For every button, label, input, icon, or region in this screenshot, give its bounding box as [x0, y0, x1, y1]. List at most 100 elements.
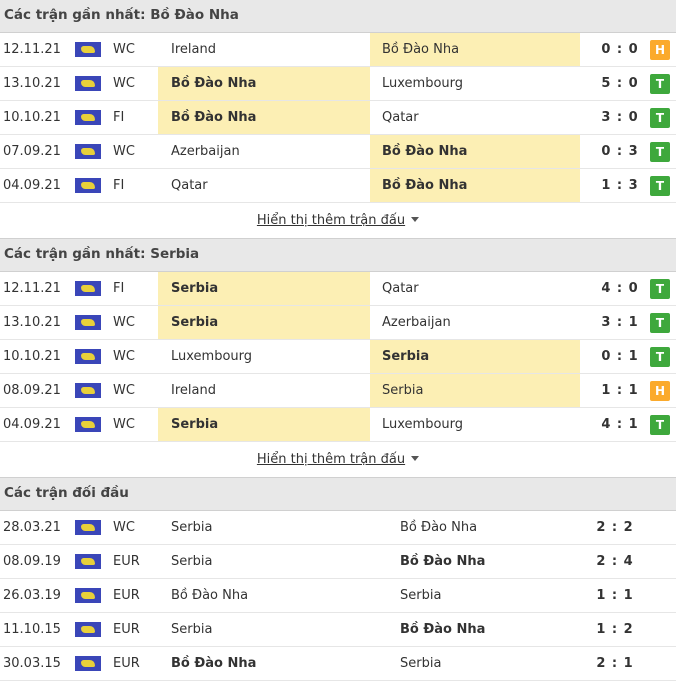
table-row[interactable]: 10.10.21 WC Luxembourg Serbia 0 : 1 T [0, 340, 676, 374]
competition: FI [113, 110, 125, 125]
score: 4 : 1 [601, 417, 639, 432]
score: 3 : 1 [601, 315, 639, 330]
caret-down-icon[interactable] [411, 217, 420, 222]
score: 1 : 1 [601, 383, 639, 398]
caret-down-icon[interactable] [411, 456, 420, 461]
competition: WC [113, 144, 135, 159]
table-row[interactable]: 07.09.21 WC Azerbaijan Bồ Đào Nha 0 : 3 T [0, 135, 676, 169]
home-team[interactable]: Serbia [171, 622, 213, 637]
home-team[interactable]: Serbia [158, 272, 370, 305]
table-row[interactable]: 13.10.21 WC Bồ Đào Nha Luxembourg 5 : 0 T [0, 67, 676, 101]
table-row[interactable]: 30.03.15 EUR Bồ Đào Nha Serbia 2 : 1 [0, 647, 676, 681]
competition: EUR [113, 588, 140, 603]
away-team[interactable]: Bồ Đào Nha [370, 169, 580, 202]
score: 2 : 4 [596, 554, 634, 569]
competition: WC [113, 42, 135, 57]
result-badge: T [650, 176, 670, 196]
away-team[interactable]: Bồ Đào Nha [400, 520, 478, 535]
away-team[interactable]: Serbia [370, 374, 580, 407]
score: 1 : 1 [596, 588, 634, 603]
match-date: 07.09.21 [3, 144, 61, 159]
away-team[interactable]: Serbia [400, 588, 442, 603]
show-more-row: Hiển thị thêm trận đấu [0, 442, 676, 478]
away-team[interactable]: Qatar [382, 110, 419, 125]
section-1: Các trận gần nhất: Serbia 12.11.21 FI Serbi… [0, 239, 676, 478]
section-title: Các trận gần nhất: Bồ Đào Nha [0, 0, 676, 33]
competition-flag-icon [75, 281, 101, 296]
home-team[interactable]: Serbia [158, 306, 370, 339]
table-row[interactable]: 04.09.21 WC Serbia Luxembourg 4 : 1 T [0, 408, 676, 442]
match-date: 04.09.21 [3, 417, 61, 432]
competition: WC [113, 520, 135, 535]
table-row[interactable]: 13.10.21 WC Serbia Azerbaijan 3 : 1 T [0, 306, 676, 340]
home-team[interactable]: Azerbaijan [171, 144, 240, 159]
match-date: 26.03.19 [3, 588, 61, 603]
score: 0 : 3 [601, 144, 639, 159]
home-team[interactable]: Serbia [171, 520, 213, 535]
competition-flag-icon [75, 622, 101, 637]
match-history: Các trận gần nhất: Bồ Đào Nha 12.11.21 WC I… [0, 0, 676, 681]
score: 0 : 0 [601, 42, 639, 57]
match-date: 10.10.21 [3, 110, 61, 125]
away-team[interactable]: Serbia [400, 656, 442, 671]
table-row[interactable]: 11.10.15 EUR Serbia Bồ Đào Nha 1 : 2 [0, 613, 676, 647]
table-row[interactable]: 08.09.19 EUR Serbia Bồ Đào Nha 2 : 4 [0, 545, 676, 579]
result-badge: T [650, 74, 670, 94]
result-badge: H [650, 381, 670, 401]
competition: WC [113, 315, 135, 330]
match-date: 08.09.21 [3, 383, 61, 398]
competition-flag-icon [75, 554, 101, 569]
match-date: 30.03.15 [3, 656, 61, 671]
table-row[interactable]: 12.11.21 FI Serbia Qatar 4 : 0 T [0, 272, 676, 306]
competition-flag-icon [75, 315, 101, 330]
away-team[interactable]: Bồ Đào Nha [370, 33, 580, 66]
competition: EUR [113, 656, 140, 671]
home-team[interactable]: Qatar [171, 178, 208, 193]
show-more-link[interactable]: Hiển thị thêm trận đấu [256, 213, 406, 228]
section-title: Các trận đối đầu [0, 478, 676, 511]
away-team[interactable]: Bồ Đào Nha [370, 135, 580, 168]
table-row[interactable]: 28.03.21 WC Serbia Bồ Đào Nha 2 : 2 [0, 511, 676, 545]
away-team[interactable]: Bồ Đào Nha [400, 554, 486, 569]
competition-flag-icon [75, 76, 101, 91]
section-title: Các trận gần nhất: Serbia [0, 239, 676, 272]
show-more-row: Hiển thị thêm trận đấu [0, 203, 676, 239]
home-team[interactable]: Ireland [171, 383, 216, 398]
result-badge: T [650, 142, 670, 162]
away-team[interactable]: Azerbaijan [382, 315, 451, 330]
competition: WC [113, 383, 135, 398]
home-team[interactable]: Bồ Đào Nha [171, 656, 257, 671]
away-team[interactable]: Bồ Đào Nha [400, 622, 486, 637]
table-row[interactable]: 12.11.21 WC Ireland Bồ Đào Nha 0 : 0 H [0, 33, 676, 67]
match-date: 13.10.21 [3, 315, 61, 330]
competition-flag-icon [75, 110, 101, 125]
table-row[interactable]: 04.09.21 FI Qatar Bồ Đào Nha 1 : 3 T [0, 169, 676, 203]
result-badge: T [650, 279, 670, 299]
home-team[interactable]: Serbia [171, 554, 213, 569]
home-team[interactable]: Bồ Đào Nha [158, 67, 370, 100]
away-team[interactable]: Qatar [382, 281, 419, 296]
table-row[interactable]: 10.10.21 FI Bồ Đào Nha Qatar 3 : 0 T [0, 101, 676, 135]
home-team[interactable]: Luxembourg [171, 349, 253, 364]
score: 1 : 2 [596, 622, 634, 637]
table-row[interactable]: 26.03.19 EUR Bồ Đào Nha Serbia 1 : 1 [0, 579, 676, 613]
result-badge: T [650, 108, 670, 128]
table-row[interactable]: 08.09.21 WC Ireland Serbia 1 : 1 H [0, 374, 676, 408]
away-team[interactable]: Serbia [370, 340, 580, 373]
score: 2 : 2 [596, 520, 634, 535]
competition-flag-icon [75, 42, 101, 57]
competition-flag-icon [75, 383, 101, 398]
away-team[interactable]: Luxembourg [382, 76, 464, 91]
home-team[interactable]: Ireland [171, 42, 216, 57]
score: 1 : 3 [601, 178, 639, 193]
result-badge: T [650, 415, 670, 435]
competition: WC [113, 76, 135, 91]
show-more-link[interactable]: Hiển thị thêm trận đấu [256, 452, 406, 467]
result-badge: T [650, 313, 670, 333]
home-team[interactable]: Serbia [158, 408, 370, 441]
home-team[interactable]: Bồ Đào Nha [158, 101, 370, 134]
competition: FI [113, 178, 125, 193]
home-team[interactable]: Bồ Đào Nha [171, 588, 249, 603]
away-team[interactable]: Luxembourg [382, 417, 464, 432]
score: 2 : 1 [596, 656, 634, 671]
